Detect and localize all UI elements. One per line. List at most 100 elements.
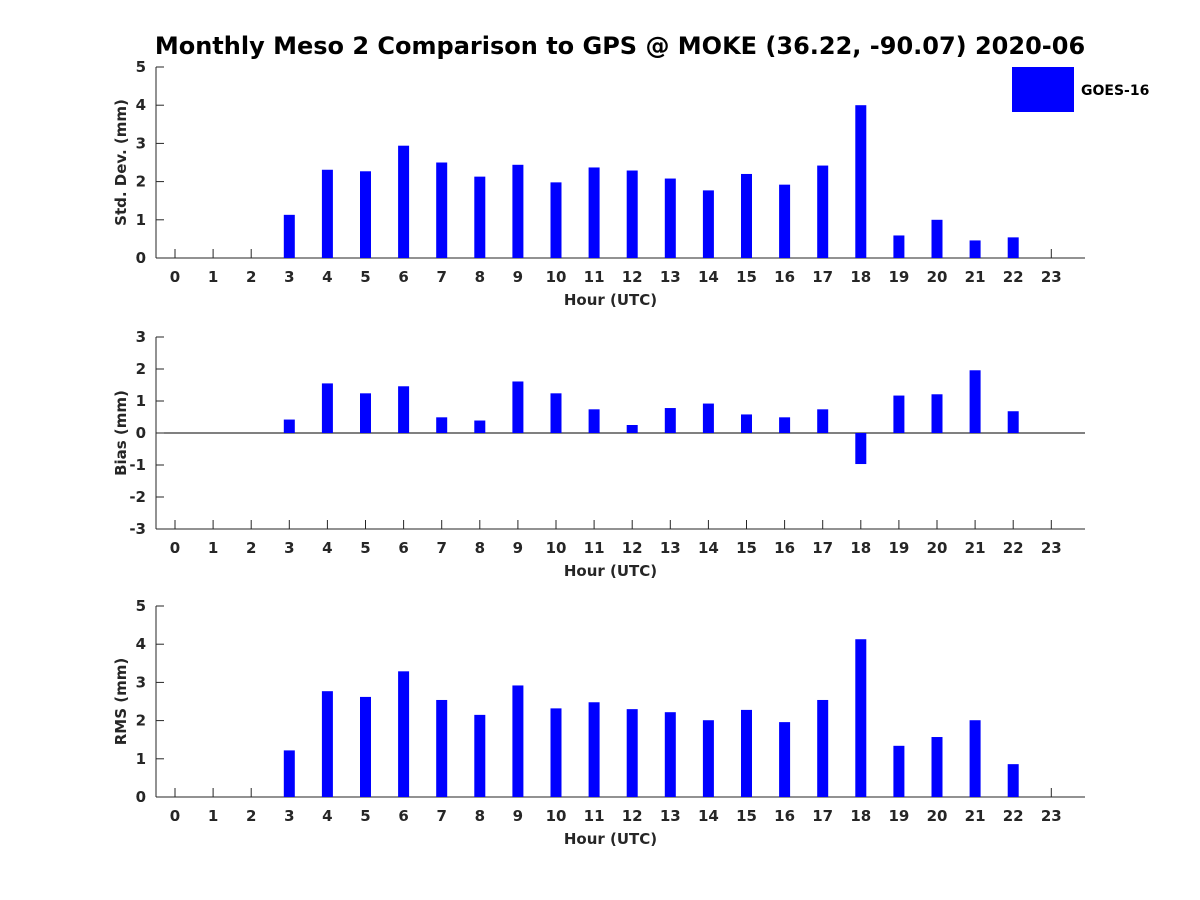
- x-tick-label: 1: [208, 268, 218, 286]
- x-tick-label: 0: [170, 807, 180, 825]
- bar: [321, 691, 333, 797]
- x-tick-label: 8: [475, 268, 485, 286]
- y-tick-label: 1: [136, 211, 146, 229]
- x-tick-label: 16: [774, 807, 795, 825]
- x-tick-label: 18: [850, 807, 871, 825]
- x-tick-label: 8: [475, 539, 485, 557]
- bar: [855, 639, 867, 797]
- x-tick-label: 5: [360, 268, 370, 286]
- x-tick-label: 8: [475, 807, 485, 825]
- x-tick-label: 21: [965, 268, 986, 286]
- bar: [512, 164, 524, 258]
- x-tick-label: 19: [888, 539, 909, 557]
- x-tick-label: 15: [736, 268, 757, 286]
- x-tick-label: 17: [812, 539, 833, 557]
- y-tick-label: 3: [136, 673, 146, 691]
- bar: [550, 708, 562, 797]
- y-tick-label: -1: [129, 456, 146, 474]
- y-tick-label: 3: [136, 328, 146, 346]
- y-tick-label: 2: [136, 712, 146, 730]
- y-tick-label: 5: [136, 58, 146, 76]
- y-tick-label: 0: [136, 424, 146, 442]
- y-axis-label: Bias (mm): [112, 390, 130, 476]
- bar: [779, 722, 791, 797]
- bar: [893, 395, 905, 433]
- bar: [969, 370, 981, 433]
- bar: [283, 750, 295, 797]
- bar: [550, 393, 562, 433]
- bar: [1007, 764, 1019, 797]
- x-tick-label: 9: [513, 539, 523, 557]
- bar: [436, 699, 448, 797]
- x-tick-label: 6: [398, 539, 408, 557]
- x-tick-label: 13: [660, 268, 681, 286]
- x-tick-label: 9: [513, 807, 523, 825]
- bar: [969, 240, 981, 258]
- x-axis-label: Hour (UTC): [564, 830, 657, 848]
- x-tick-label: 0: [170, 268, 180, 286]
- x-tick-label: 5: [360, 807, 370, 825]
- y-tick-label: 1: [136, 392, 146, 410]
- bar: [512, 381, 524, 433]
- x-tick-label: 18: [850, 539, 871, 557]
- x-tick-label: 4: [322, 807, 332, 825]
- bar: [283, 419, 295, 433]
- bar: [931, 219, 943, 258]
- y-tick-label: 2: [136, 173, 146, 191]
- x-tick-label: 11: [584, 539, 605, 557]
- y-tick-label: 4: [136, 96, 146, 114]
- x-tick-label: 3: [284, 807, 294, 825]
- bar: [779, 417, 791, 433]
- x-tick-label: 14: [698, 807, 719, 825]
- x-tick-label: 22: [1003, 539, 1024, 557]
- x-tick-label: 15: [736, 539, 757, 557]
- x-tick-label: 10: [546, 539, 567, 557]
- bar: [893, 745, 905, 797]
- bar: [360, 171, 371, 258]
- x-tick-label: 20: [927, 268, 948, 286]
- bar: [550, 182, 562, 258]
- x-tick-label: 13: [660, 539, 681, 557]
- bar: [588, 702, 600, 797]
- y-tick-label: 0: [136, 788, 146, 806]
- x-tick-label: 12: [622, 539, 643, 557]
- y-tick-label: 1: [136, 750, 146, 768]
- bar: [360, 696, 371, 797]
- x-tick-label: 21: [965, 539, 986, 557]
- bar: [588, 167, 600, 258]
- bar: [360, 393, 371, 433]
- bar: [817, 699, 829, 797]
- x-tick-label: 16: [774, 268, 795, 286]
- x-tick-label: 1: [208, 807, 218, 825]
- bar: [626, 709, 638, 797]
- x-tick-label: 22: [1003, 807, 1024, 825]
- x-tick-label: 10: [546, 268, 567, 286]
- x-tick-label: 6: [398, 268, 408, 286]
- x-axis-label: Hour (UTC): [564, 291, 657, 309]
- x-tick-label: 18: [850, 268, 871, 286]
- bar: [969, 720, 981, 797]
- x-tick-label: 12: [622, 268, 643, 286]
- x-tick-label: 11: [584, 807, 605, 825]
- x-tick-label: 19: [888, 268, 909, 286]
- x-tick-label: 21: [965, 807, 986, 825]
- bar: [664, 178, 676, 258]
- x-axis-label: Hour (UTC): [564, 562, 657, 580]
- legend-label: GOES-16: [1081, 83, 1149, 99]
- bar: [741, 709, 752, 797]
- x-tick-label: 4: [322, 268, 332, 286]
- y-tick-label: 4: [136, 635, 146, 653]
- x-tick-label: 16: [774, 539, 795, 557]
- x-tick-label: 10: [546, 807, 567, 825]
- bar: [474, 714, 486, 797]
- bar: [512, 685, 524, 797]
- x-tick-label: 0: [170, 539, 180, 557]
- x-tick-label: 17: [812, 807, 833, 825]
- bar: [436, 417, 448, 433]
- bar: [321, 169, 333, 258]
- bar: [588, 409, 600, 433]
- x-tick-label: 23: [1041, 268, 1062, 286]
- y-tick-label: 2: [136, 360, 146, 378]
- x-tick-label: 9: [513, 268, 523, 286]
